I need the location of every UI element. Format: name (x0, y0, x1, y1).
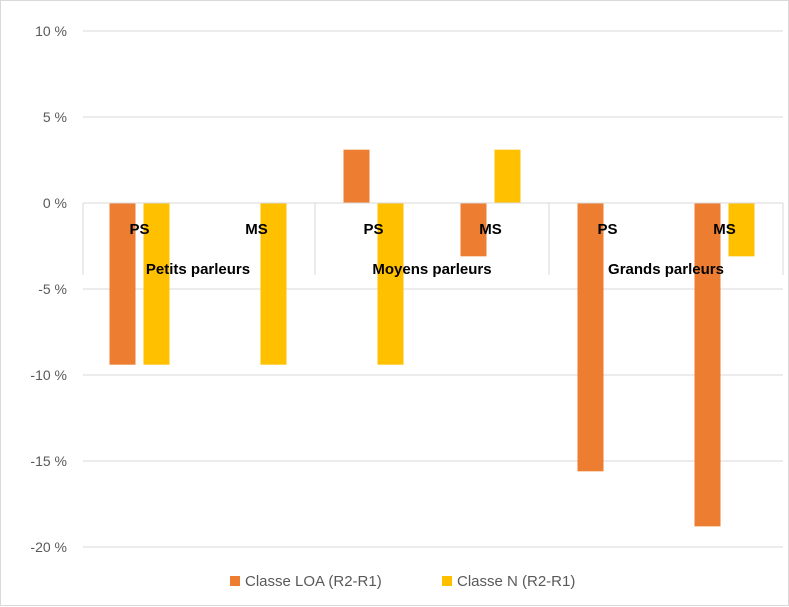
bar-loa (460, 203, 487, 257)
bar-loa (694, 203, 721, 527)
bar-n (260, 203, 287, 365)
subcategory-label: PS (363, 221, 383, 238)
y-tick-label: -20 % (30, 539, 67, 555)
legend-label: Classe LOA (R2-R1) (245, 573, 382, 590)
y-tick-label: 5 % (43, 109, 67, 125)
subcategory-label: MS (479, 221, 502, 238)
y-tick-label: -15 % (30, 453, 67, 469)
bar-n (377, 203, 404, 365)
subcategory-label: PS (129, 221, 149, 238)
bar-loa (343, 149, 370, 203)
subcategory-label: MS (713, 221, 736, 238)
bar-n (494, 149, 521, 203)
legend-label: Classe N (R2-R1) (457, 573, 575, 590)
bar-n (728, 203, 755, 257)
group-label: Moyens parleurs (372, 261, 491, 278)
y-tick-label: 10 % (35, 23, 67, 39)
y-tick-label: -5 % (38, 281, 67, 297)
legend-swatch (230, 576, 240, 586)
subcategory-label: PS (597, 221, 617, 238)
group-label: Petits parleurs (146, 261, 250, 278)
bar-loa (109, 203, 136, 365)
subcategory-label: MS (245, 221, 268, 238)
y-tick-label: -10 % (30, 367, 67, 383)
legend-swatch (442, 576, 452, 586)
y-tick-label: 0 % (43, 195, 67, 211)
bar-loa (577, 203, 604, 472)
bar-n (143, 203, 170, 365)
group-label: Grands parleurs (608, 261, 724, 278)
